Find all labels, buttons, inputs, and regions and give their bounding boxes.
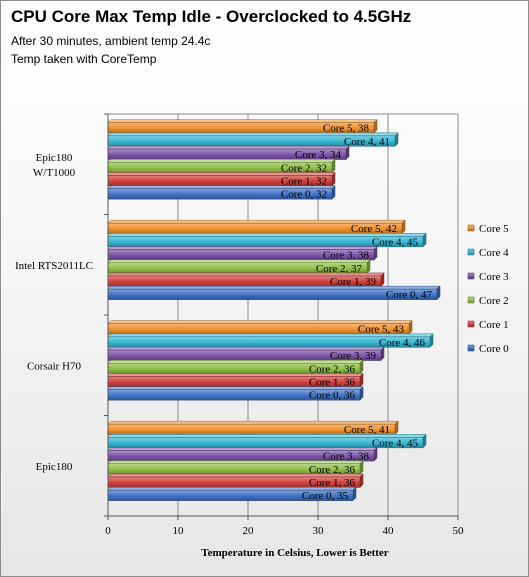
legend-item-core-0: Core 0: [467, 343, 509, 355]
data-label: Core 4, 46: [379, 337, 426, 349]
data-label: Core 3, 38: [323, 451, 370, 463]
category-label-2-line-0: Corsair H70: [27, 360, 82, 372]
legend-item-core-2: Core 2: [467, 295, 509, 307]
x-tick-label-0: 0: [105, 525, 111, 537]
legend-item-core-4: Core 4: [467, 247, 509, 259]
bar-core-1-cat-2: Core 1, 36: [107, 372, 364, 388]
bar-core-3-cat-2: Core 3, 39: [107, 346, 385, 362]
legend-label: Core 0: [479, 343, 509, 355]
bar-core-3-cat-3: Core 3, 38: [107, 446, 378, 463]
bar-core-5-cat-2: Core 5, 43: [107, 320, 413, 336]
bar-core-1-cat-3: Core 1, 36: [107, 473, 364, 489]
data-label: Core 5, 42: [351, 223, 397, 235]
data-label: Core 1, 39: [330, 276, 377, 288]
bar-core-5-cat-0: Core 5, 38: [107, 119, 378, 135]
legend-swatch: [467, 296, 475, 304]
data-label: Core 2, 37: [316, 263, 363, 275]
category-axis: Epic180 W/T1000 Intel RTS2011LC Corsair H70…: [15, 113, 109, 517]
legend-label: Core 2: [479, 295, 509, 307]
data-label: Core 0, 35: [302, 490, 349, 502]
bar-core-0-cat-0: Core 0, 32: [107, 185, 336, 201]
bar-core-4-cat-0: Core 4, 41: [107, 132, 399, 148]
category-label-0-line-1: W/T1000: [33, 167, 76, 179]
bar-core-3-cat-1: Core 3, 38: [107, 245, 378, 262]
data-label: Core 0, 36: [309, 390, 356, 402]
bar-core-5-cat-3: Core 5, 41: [107, 420, 399, 436]
value-axis: 0 10 20 30 40 50 Temperature in Celsius, Lower…: [105, 515, 465, 559]
data-label: Core 4, 45: [372, 437, 419, 449]
chart-subtitle-line-2: Temp taken with CoreTemp: [11, 52, 157, 66]
x-tick-label-10: 10: [173, 525, 185, 537]
x-tick-label-30: 30: [313, 525, 325, 537]
data-label: Core 2, 36: [309, 363, 356, 375]
bar-core-5-cat-1: Core 5, 42: [107, 219, 406, 235]
bar-core-4-cat-1: Core 4, 45: [107, 232, 427, 248]
data-label: Core 3, 39: [330, 350, 377, 362]
data-label: Core 5, 41: [344, 424, 390, 436]
bar-core-0-cat-3: Core 0, 35: [107, 486, 357, 502]
x-tick-label-20: 20: [243, 525, 255, 537]
bar-core-2-cat-3: Core 2, 36: [107, 460, 364, 476]
legend-label: Core 4: [479, 247, 509, 259]
data-label: Core 3, 34: [295, 149, 342, 161]
legend-swatch: [467, 320, 475, 328]
data-label: Core 0, 47: [386, 289, 433, 301]
legend-swatch: [467, 224, 475, 232]
chart-title: CPU Core Max Temp Idle - Overclocked to …: [11, 7, 412, 26]
data-label: Core 5, 38: [323, 123, 370, 135]
data-label: Core 4, 41: [344, 136, 390, 148]
legend-item-core-1: Core 1: [467, 319, 509, 331]
bar-core-2-cat-1: Core 2, 37: [107, 259, 371, 275]
bar-core-1-cat-1: Core 1, 39: [107, 272, 385, 288]
data-label: Core 1, 36: [309, 477, 356, 489]
data-label: Core 3, 38: [323, 250, 370, 262]
bar-core-4-cat-3: Core 4, 45: [107, 433, 427, 449]
legend-swatch: [467, 344, 475, 352]
category-label-1-line-0: Intel RTS2011LC: [15, 260, 93, 272]
data-label: Core 0, 32: [281, 189, 327, 201]
bar-core-3-cat-0: Core 3, 34: [107, 145, 350, 161]
data-label: Core 5, 43: [358, 324, 405, 336]
bar-core-0-cat-1: Core 0, 47: [107, 285, 441, 301]
bar-core-0-cat-2: Core 0, 36: [107, 386, 364, 402]
data-label: Core 2, 36: [309, 464, 356, 476]
legend-swatch: [467, 248, 475, 256]
legend-item-core-5: Core 5: [467, 223, 509, 235]
legend-label: Core 1: [479, 319, 509, 331]
bar-core-2-cat-0: Core 2, 32: [107, 158, 336, 174]
data-label: Core 2, 32: [281, 162, 327, 174]
data-label: Core 1, 36: [309, 376, 356, 388]
bar-core-2-cat-2: Core 2, 36: [107, 359, 364, 375]
legend-item-core-3: Core 3: [467, 271, 509, 283]
data-label: Core 1, 32: [281, 175, 327, 187]
bar-core-1-cat-0: Core 1, 32: [107, 171, 336, 187]
legend: Core 5 Core 4 Core 3 Core 2 Core 1 Core 0: [467, 223, 509, 355]
legend-label: Core 5: [479, 223, 509, 235]
category-label-3-line-0: Epic180: [36, 461, 73, 473]
chart-subtitle-line-1: After 30 minutes, ambient temp 24.4c: [11, 34, 211, 48]
legend-swatch: [467, 272, 475, 280]
x-axis-title: Temperature in Celsius, Lower is Better: [201, 547, 389, 559]
x-tick-label-40: 40: [383, 525, 395, 537]
category-label-0-line-0: Epic180: [36, 152, 73, 164]
legend-label: Core 3: [479, 271, 509, 283]
data-label: Core 4, 45: [372, 236, 419, 248]
x-tick-label-50: 50: [453, 525, 465, 537]
